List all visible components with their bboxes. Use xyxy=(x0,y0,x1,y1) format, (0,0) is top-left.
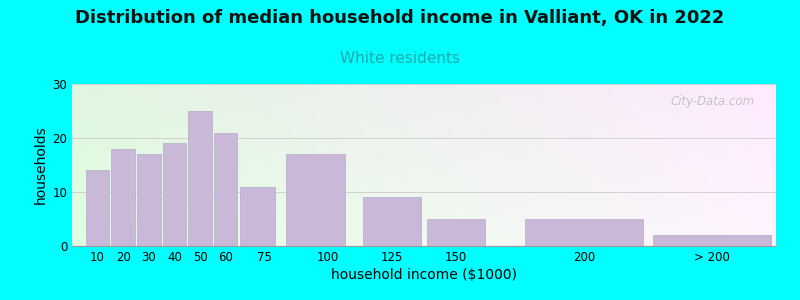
Bar xyxy=(214,133,238,246)
Bar xyxy=(86,170,110,246)
Text: White residents: White residents xyxy=(340,51,460,66)
Y-axis label: households: households xyxy=(34,126,48,204)
Bar xyxy=(525,219,643,246)
Bar xyxy=(362,197,422,246)
Bar xyxy=(111,149,135,246)
X-axis label: household income ($1000): household income ($1000) xyxy=(331,268,517,282)
Bar xyxy=(286,154,345,246)
Bar xyxy=(137,154,161,246)
Bar xyxy=(653,235,771,246)
Bar xyxy=(162,143,186,246)
Bar xyxy=(240,187,275,246)
Text: City-Data.com: City-Data.com xyxy=(670,95,755,108)
Bar xyxy=(426,219,486,246)
Text: Distribution of median household income in Valliant, OK in 2022: Distribution of median household income … xyxy=(75,9,725,27)
Bar xyxy=(188,111,212,246)
